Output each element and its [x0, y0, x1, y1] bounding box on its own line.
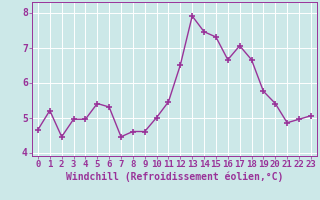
- X-axis label: Windchill (Refroidissement éolien,°C): Windchill (Refroidissement éolien,°C): [66, 172, 283, 182]
